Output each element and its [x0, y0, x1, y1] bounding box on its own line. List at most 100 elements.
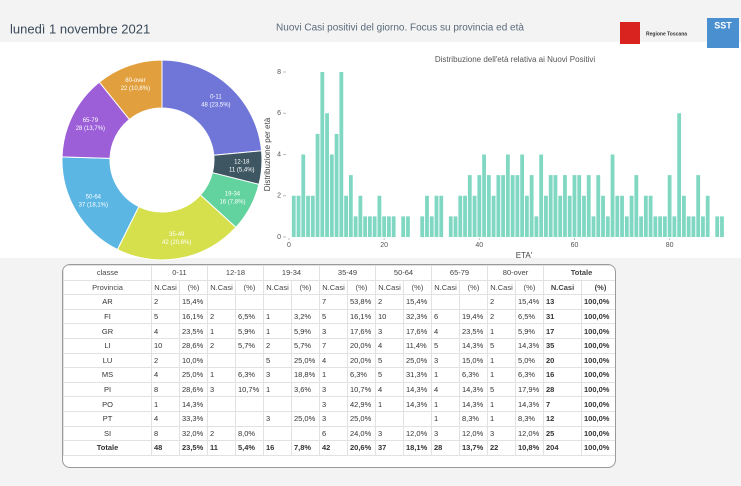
bar: [496, 175, 501, 237]
bar: [539, 154, 544, 237]
table-cell: LI: [63, 337, 152, 354]
table-cell: 15,4%: [403, 294, 432, 310]
table-cell: 20: [543, 352, 582, 369]
slice-value: 42 (20,6%): [162, 240, 191, 246]
table-cell: 1: [431, 367, 460, 383]
bar: [605, 216, 610, 237]
table-cell: 25,0%: [291, 410, 320, 427]
table-cell: 5: [319, 308, 348, 325]
table-cell: 15,4%: [515, 294, 544, 310]
bar: [406, 216, 410, 237]
table-cell: 10,8%: [515, 440, 544, 456]
bar: [548, 175, 553, 237]
subheader: (%): [581, 279, 615, 296]
bar: [577, 175, 582, 237]
table-cell: [291, 294, 320, 310]
table-box: classe 0-11 12-18 19-34 35-49 50-64 65-79 80-ov…: [62, 264, 616, 468]
table-cell: SI: [63, 425, 152, 442]
table-cell: AR: [63, 294, 152, 310]
table-cell: 28,6%: [179, 337, 208, 354]
bar: [558, 195, 563, 237]
table-cell: 4: [319, 352, 348, 369]
bar: [296, 195, 301, 237]
column-header: 0-11: [151, 265, 208, 281]
bar: [610, 154, 615, 237]
table-cell: MS: [63, 367, 152, 383]
table-cell: 1: [263, 381, 292, 398]
page-title: Nuovi Casi positivi del giorno. Focus su…: [276, 23, 524, 34]
bar: [344, 195, 348, 237]
slice-value: 22 (10,8%): [121, 86, 150, 92]
bar: [582, 195, 586, 237]
table-cell: 1: [487, 352, 516, 369]
slice-label: 80-over: [125, 78, 145, 84]
table: classe 0-11 12-18 19-34 35-49 50-64 65-79 80-ov…: [63, 265, 615, 456]
table-cell: 7: [319, 337, 348, 354]
logo-box: [707, 18, 739, 48]
bar: [477, 175, 482, 237]
table-row: PT 4 33,3% 3 25,0% 3 25,0% 1 8,3% 1 8,3% 12 100,0%: [63, 410, 615, 427]
column-header: 19-34: [263, 265, 320, 281]
table-cell: 5: [487, 381, 516, 398]
bar: [672, 216, 677, 237]
bar: [629, 195, 634, 237]
table-cell: [375, 410, 404, 427]
bar: [315, 133, 320, 237]
table-cell: 5: [375, 367, 404, 383]
subheader: N.Casi: [543, 279, 582, 296]
column-header: classe: [63, 265, 152, 281]
bar: [529, 175, 534, 237]
bar: [367, 216, 372, 237]
table-row: LI 10 28,6% 2 5,7% 2 5,7% 7 20,0% 4 11,4% 5 14,3% 5 14…: [63, 337, 615, 354]
bar: [325, 113, 329, 237]
table-cell: 10: [375, 308, 404, 325]
table-cell: 6,3%: [515, 367, 544, 383]
x-tick-label: 40: [475, 242, 483, 249]
y-tick-label: 4: [277, 151, 281, 158]
y-tick-label: 0: [277, 234, 281, 241]
table-cell: 31,3%: [403, 367, 432, 383]
bar: [620, 195, 624, 237]
table-cell: [235, 294, 264, 310]
table-cell: 1: [319, 367, 348, 383]
table-cell: 3,6%: [291, 381, 320, 398]
table-cell: 1: [207, 323, 236, 339]
table-cell: 100,0%: [581, 294, 615, 310]
table-cell: 2: [207, 337, 236, 354]
donut-slice: [161, 59, 263, 156]
table-cell: 5,9%: [291, 323, 320, 339]
table-body: classe 0-11 12-18 19-34 35-49 50-64 65-79 80-ov…: [63, 265, 615, 456]
table-cell: 8,3%: [515, 410, 544, 427]
table-cell: 24,0%: [347, 425, 376, 442]
subheader: (%): [347, 279, 376, 296]
table-cell: 204: [543, 440, 582, 456]
bar: [372, 216, 377, 237]
subheader: N.Casi: [375, 279, 404, 296]
slice-label: 65-79: [83, 118, 99, 124]
table-cell: 16,1%: [347, 308, 376, 325]
table-cell: 5,4%: [235, 440, 264, 456]
bar: [382, 216, 387, 237]
bar: [434, 195, 439, 237]
bar: [448, 216, 453, 237]
y-axis-label: Distribuzione per età: [263, 117, 272, 191]
table-cell: [207, 352, 236, 369]
table-cell: 23,5%: [179, 440, 208, 456]
table-cell: 5,7%: [235, 337, 264, 354]
table-cell: 7,8%: [291, 440, 320, 456]
table-cell: 25,0%: [179, 367, 208, 383]
table-cell: 100,0%: [581, 367, 615, 383]
subheader: Provincia: [63, 279, 152, 296]
table-cell: 3: [319, 381, 348, 398]
table-cell: [263, 396, 292, 412]
table-cell: 3: [375, 323, 404, 339]
table-cell: 25: [543, 425, 582, 442]
bar: [334, 133, 339, 237]
bar: [682, 195, 686, 237]
logo-text: Regione Toscana: [646, 31, 687, 37]
table-cell: [263, 425, 292, 442]
column-header: 50-64: [375, 265, 432, 281]
table-cell: 15,4%: [179, 294, 208, 310]
bar: [425, 195, 429, 237]
bar: [505, 154, 510, 237]
